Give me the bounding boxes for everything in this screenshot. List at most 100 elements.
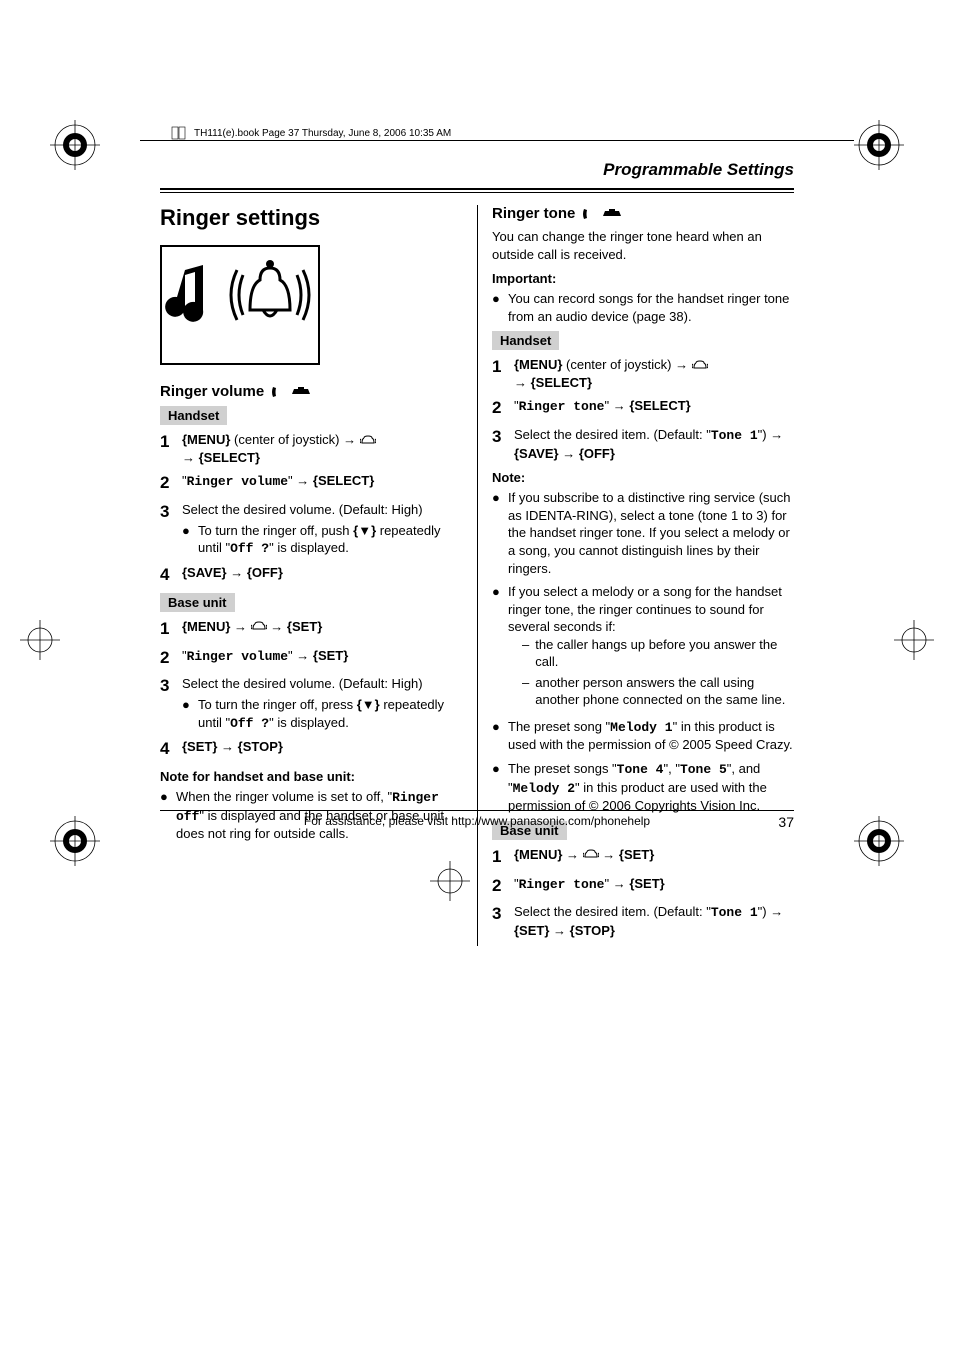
step-4: 4 {SET} → {STOP} xyxy=(160,738,463,761)
book-icon xyxy=(170,124,188,142)
base-unit-label: Base unit xyxy=(160,593,235,612)
handset-label: Handset xyxy=(492,331,559,350)
ringer-volume-label: Ringer volume xyxy=(160,383,264,400)
handset-icon xyxy=(270,385,284,399)
set-button-ref: {SET} xyxy=(182,739,217,754)
step-3: 3 Select the desired volume. (Default: H… xyxy=(160,675,463,732)
instruction-text: Select the desired volume. (Default: Hig… xyxy=(182,502,423,517)
book-meta: TH111(e).book Page 37 Thursday, June 8, … xyxy=(170,124,451,142)
select-button-ref: {SELECT} xyxy=(629,398,690,413)
menu-item: Ringer volume xyxy=(187,474,288,489)
note-bullet: ● If you select a melody or a song for t… xyxy=(492,583,794,712)
rule xyxy=(160,188,794,190)
crop-mark-icon xyxy=(20,620,60,660)
note-title: Note: xyxy=(492,470,794,485)
step-1: 1 {MENU} (center of joystick) → → {SELEC… xyxy=(160,431,463,466)
note-bullet: ● The preset songs "Tone 4", "Tone 5", a… xyxy=(492,760,794,815)
crop-mark-icon xyxy=(854,120,904,170)
rule xyxy=(160,192,794,193)
bell-icon xyxy=(251,621,267,633)
step-number: 2 xyxy=(160,472,174,495)
bell-icon xyxy=(692,360,708,372)
crop-mark-icon xyxy=(50,816,100,866)
step-3: 3 Select the desired item. (Default: "To… xyxy=(492,903,794,939)
important-title: Important: xyxy=(492,271,794,286)
menu-button-ref: {MENU} xyxy=(514,357,562,372)
step-number: 3 xyxy=(492,426,506,462)
section-header: Programmable Settings xyxy=(160,160,794,180)
step-number: 4 xyxy=(160,738,174,761)
bell-icon xyxy=(583,849,599,861)
ringer-illustration xyxy=(160,245,320,365)
menu-button-ref: {MENU} xyxy=(182,619,230,634)
note-bullet: ● If you subscribe to a distinctive ring… xyxy=(492,489,794,577)
step-2: 2 "Ringer tone" → {SET} xyxy=(492,875,794,898)
step-3: 3 Select the desired item. (Default: "To… xyxy=(492,426,794,462)
set-button-ref: {SET} xyxy=(619,847,654,862)
step-2: 2 "Ringer volume" → {SET} xyxy=(160,647,463,670)
crop-mark-icon xyxy=(430,861,470,901)
ringer-volume-title: Ringer volume xyxy=(160,383,463,400)
base-unit-icon xyxy=(601,208,623,220)
crop-mark-icon xyxy=(894,620,934,660)
footer-text: For assistance, please visit http://www.… xyxy=(304,814,650,828)
ringer-tone-label: Ringer tone xyxy=(492,205,575,222)
off-button-ref: {OFF} xyxy=(247,565,283,580)
note-title: Note for handset and base unit: xyxy=(160,769,463,784)
menu-item: Ringer volume xyxy=(187,649,288,664)
step-1: 1 {MENU} → → {SET} xyxy=(160,618,463,641)
step-2: 2 "Ringer tone" → {SELECT} xyxy=(492,397,794,420)
step-number: 4 xyxy=(160,564,174,587)
menu-button-ref: {MENU} xyxy=(514,847,562,862)
right-column: Ringer tone You can change the ringer to… xyxy=(477,205,794,946)
save-button-ref: {SAVE} xyxy=(182,565,227,580)
menu-button-ref: {MENU} xyxy=(182,432,230,447)
page-number: 37 xyxy=(778,814,794,830)
step-number: 1 xyxy=(492,356,506,391)
menu-item: Ringer tone xyxy=(519,877,605,892)
intro-text: You can change the ringer tone heard whe… xyxy=(492,228,794,263)
book-meta-text: TH111(e).book Page 37 Thursday, June 8, … xyxy=(194,128,451,139)
footer: For assistance, please visit http://www.… xyxy=(160,814,794,828)
crop-mark-icon xyxy=(854,816,904,866)
step-number: 1 xyxy=(492,846,506,869)
step-4: 4 {SAVE} → {OFF} xyxy=(160,564,463,587)
step-number: 3 xyxy=(160,501,174,558)
select-button-ref: {SELECT} xyxy=(199,450,260,465)
down-button-ref: {▼} xyxy=(357,697,380,712)
text: (center of joystick) xyxy=(230,432,343,447)
note-bullet: ● The preset song "Melody 1" in this pro… xyxy=(492,718,794,754)
step-1: 1 {MENU} (center of joystick) → → {SELEC… xyxy=(492,356,794,391)
save-button-ref: {SAVE} xyxy=(514,446,559,461)
menu-item: Ringer tone xyxy=(519,399,605,414)
instruction-text: Select the desired volume. (Default: Hig… xyxy=(182,676,423,691)
set-button-ref: {SET} xyxy=(287,619,322,634)
select-button-ref: {SELECT} xyxy=(313,473,374,488)
select-button-ref: {SELECT} xyxy=(531,375,592,390)
step-2: 2 "Ringer volume" → {SELECT} xyxy=(160,472,463,495)
set-button-ref: {SET} xyxy=(629,876,664,891)
step-number: 1 xyxy=(160,618,174,641)
set-button-ref: {SET} xyxy=(313,648,348,663)
step-number: 2 xyxy=(492,397,506,420)
off-button-ref: {OFF} xyxy=(579,446,615,461)
bell-icon xyxy=(360,435,376,447)
step-number: 1 xyxy=(160,431,174,466)
stop-button-ref: {STOP} xyxy=(238,739,283,754)
handset-icon xyxy=(581,207,595,221)
step-1: 1 {MENU} → → {SET} xyxy=(492,846,794,869)
set-button-ref: {SET} xyxy=(514,923,549,938)
crop-mark-icon xyxy=(50,120,100,170)
handset-label: Handset xyxy=(160,406,227,425)
ringer-tone-title: Ringer tone xyxy=(492,205,794,222)
step-number: 2 xyxy=(492,875,506,898)
step-number: 3 xyxy=(160,675,174,732)
left-column: Ringer settings Ringer volume Handset xyxy=(160,205,477,946)
step-number: 2 xyxy=(160,647,174,670)
footer-rule xyxy=(160,810,794,811)
main-title: Ringer settings xyxy=(160,205,463,231)
stop-button-ref: {STOP} xyxy=(570,923,615,938)
important-bullet: ● You can record songs for the handset r… xyxy=(492,290,794,325)
base-unit-icon xyxy=(290,386,312,398)
step-number: 3 xyxy=(492,903,506,939)
